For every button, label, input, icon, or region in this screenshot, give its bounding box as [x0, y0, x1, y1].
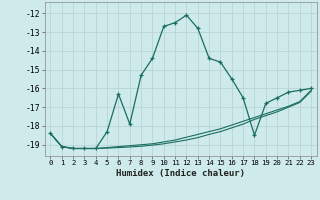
X-axis label: Humidex (Indice chaleur): Humidex (Indice chaleur)	[116, 169, 245, 178]
